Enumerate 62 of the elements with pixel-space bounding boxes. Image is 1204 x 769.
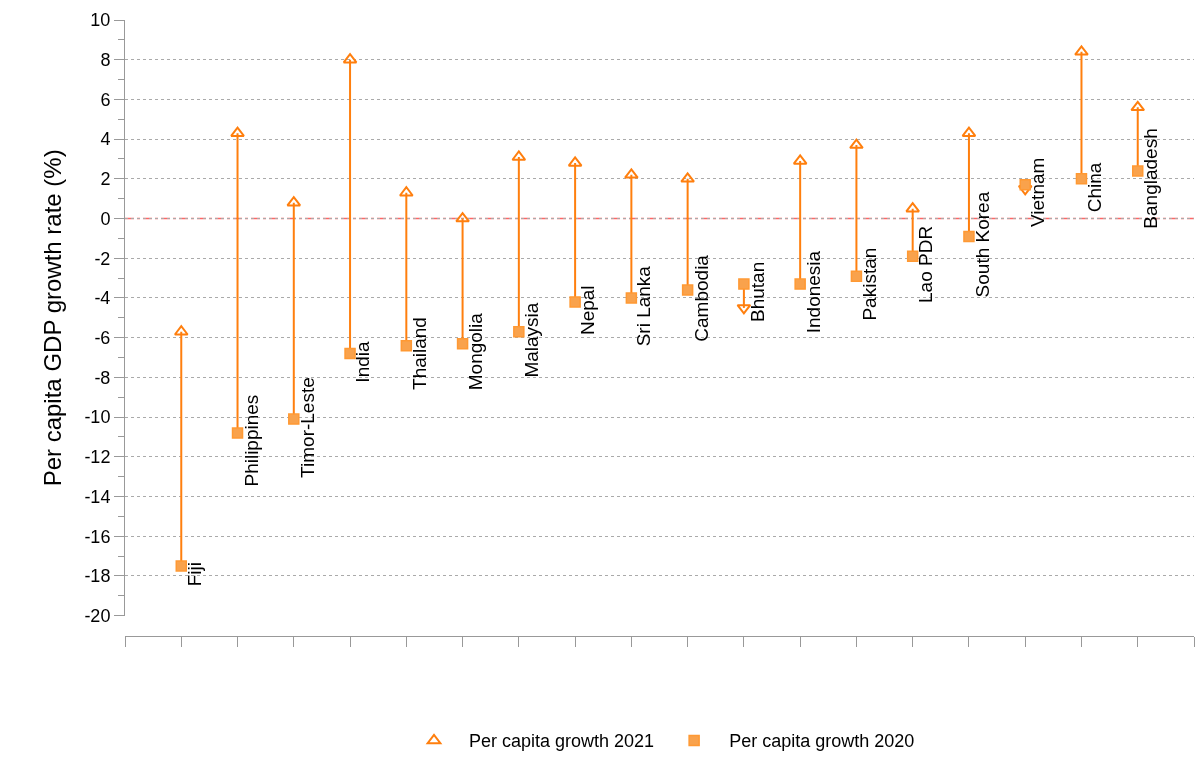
x-tick-label: South Korea <box>971 191 993 298</box>
point <box>906 250 919 263</box>
y-tick-label: 6 <box>100 89 111 110</box>
point <box>455 212 470 223</box>
x-tick-label: Vietnam <box>1027 157 1049 228</box>
point <box>738 278 750 290</box>
point <box>625 292 638 304</box>
y-tick-label: -10 <box>84 407 111 428</box>
x-tick-label: Nepal <box>577 285 599 336</box>
y-tick-label: -8 <box>94 367 111 388</box>
point <box>624 168 639 179</box>
point <box>794 278 806 290</box>
y-axis-title: Per capita GDP growth rate (%) <box>39 149 67 487</box>
point <box>230 126 245 137</box>
point <box>681 284 694 296</box>
y-tick-label: -16 <box>84 526 111 547</box>
point <box>850 270 863 282</box>
y-tick-label: 10 <box>90 10 111 31</box>
legend-label: Per capita growth 2021 <box>469 731 655 752</box>
point <box>1131 165 1144 177</box>
point <box>288 413 300 425</box>
point <box>569 296 581 308</box>
x-tick-label: Malaysia <box>521 302 543 378</box>
x-tick-label: China <box>1083 162 1105 213</box>
point <box>175 560 188 572</box>
y-tick-label: -12 <box>84 447 111 468</box>
x-tick-label: Philippines <box>240 394 262 487</box>
point <box>680 172 695 183</box>
x-tick-label: Bangladesh <box>1139 128 1161 229</box>
point <box>456 337 469 350</box>
point <box>513 325 525 338</box>
point <box>1074 45 1089 56</box>
y-tick-label: -18 <box>84 566 111 587</box>
x-tick-label: Mongolia <box>464 312 486 391</box>
x-tick-label: Timor-Leste <box>296 377 318 478</box>
x-tick-label: Bhutan <box>746 261 768 322</box>
point <box>344 347 356 360</box>
x-tick-label: Fiji <box>184 562 206 587</box>
point <box>1130 100 1146 112</box>
point <box>849 138 864 149</box>
y-tick-label: 0 <box>100 208 111 229</box>
y-tick-label: 4 <box>100 129 111 150</box>
y-tick-label: -4 <box>94 288 111 309</box>
y-tick-label: 2 <box>100 169 111 190</box>
x-tick-label: Thailand <box>408 317 430 390</box>
x-tick-label: Indonesia <box>803 250 825 334</box>
y-tick-label: -2 <box>94 248 111 269</box>
point <box>1075 173 1088 185</box>
point <box>963 230 975 243</box>
y-tick-label: -20 <box>84 605 111 626</box>
y-tick-label: 8 <box>100 50 111 71</box>
x-tick-label: Cambodia <box>690 254 712 342</box>
x-tick-label: Pakistan <box>859 247 881 321</box>
point <box>231 427 244 439</box>
y-tick-label: -14 <box>84 486 111 507</box>
y-tick-label: -6 <box>94 327 111 348</box>
point <box>1019 179 1031 191</box>
x-tick-label: Lao PDR <box>915 225 937 303</box>
legend-label: Per capita growth 2020 <box>729 731 915 752</box>
point <box>400 339 413 352</box>
x-tick-label: Sri Lanka <box>633 265 655 347</box>
x-tick-label: India <box>352 341 374 383</box>
